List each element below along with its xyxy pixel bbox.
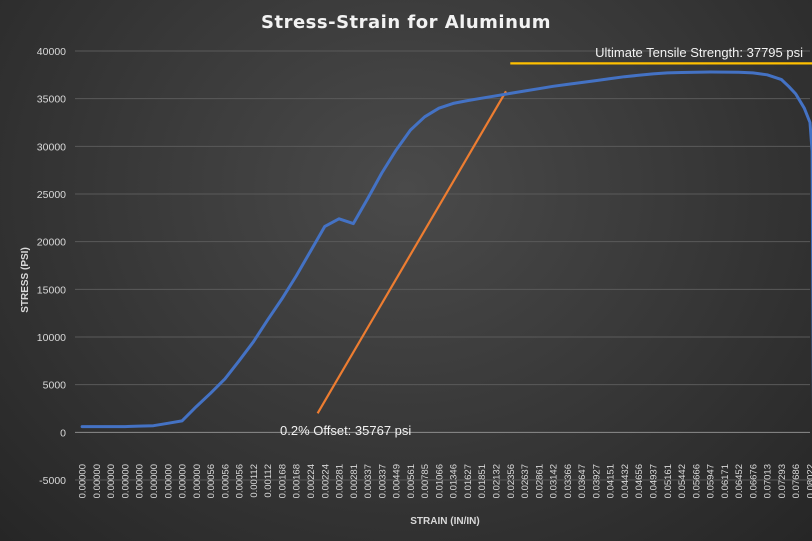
x-tick-label: 0.02356 — [506, 464, 517, 498]
y-tick-label: 30000 — [37, 141, 66, 153]
x-tick-label: 0.00168 — [292, 464, 303, 498]
y-axis-label: STRESS (PSI) — [20, 247, 31, 313]
x-tick-label: 0.03927 — [591, 464, 602, 498]
x-tick-label: 0.00056 — [206, 464, 217, 498]
annotation-lines — [316, 62, 812, 414]
x-tick-label: 0.01066 — [434, 464, 445, 498]
x-axis-ticks: 0.00000 0.00000 0.00000 0.00000 0.00000 0.000… — [78, 464, 812, 498]
x-tick-label: 0.03142 — [549, 464, 560, 498]
x-tick-label: 0.05442 — [677, 464, 688, 498]
x-tick-label: 0.00112 — [249, 464, 260, 498]
x-tick-label: 0.00000 — [106, 464, 117, 498]
x-tick-label: 0.04432 — [620, 464, 631, 498]
x-tick-label: 0.00785 — [420, 464, 431, 498]
x-axis-label: STRAIN (IN/IN) — [410, 516, 479, 527]
x-tick-label: 0.00000 — [135, 464, 146, 498]
x-tick-label: 0.00000 — [192, 464, 203, 498]
x-tick-label: 0.05947 — [706, 464, 717, 498]
x-tick-label: 0.02861 — [534, 464, 545, 498]
x-tick-label: 0.00281 — [349, 464, 360, 498]
x-tick-label: 0.06452 — [734, 464, 745, 498]
x-tick-label: 0.07013 — [763, 464, 774, 498]
x-tick-label: 0.00112 — [263, 464, 274, 498]
x-tick-label: 0.01851 — [477, 464, 488, 498]
x-tick-label: 0.05666 — [691, 464, 702, 498]
x-tick-label: 0.00337 — [363, 464, 374, 498]
offset-annotation: 0.2% Offset: 35767 psi — [280, 423, 411, 438]
y-tick-label: 10000 — [37, 332, 66, 344]
x-tick-label: 0.00168 — [277, 464, 288, 498]
y-tick-label: 25000 — [37, 189, 66, 201]
y-tick-label: 40000 — [37, 46, 66, 58]
x-tick-label: 0.00281 — [335, 464, 346, 498]
x-tick-label: 0.00000 — [92, 464, 103, 498]
x-tick-label: 0.05161 — [663, 464, 674, 498]
y-tick-label: 0 — [60, 427, 66, 439]
x-tick-label: 0.00056 — [235, 464, 246, 498]
x-tick-label: 0.00449 — [392, 464, 403, 498]
y-tick-label: -5000 — [39, 475, 66, 487]
x-tick-label: 0.00000 — [120, 464, 131, 498]
x-tick-label: 0.01346 — [449, 464, 460, 498]
x-tick-label: 0.04937 — [649, 464, 660, 498]
series-group — [80, 70, 812, 429]
x-tick-label: 0.00337 — [377, 464, 388, 498]
x-tick-label: 0.07686 — [791, 464, 802, 498]
x-tick-label: 0.00224 — [306, 464, 317, 498]
x-tick-label: 0.02637 — [520, 464, 531, 498]
x-tick-label: 0.06676 — [748, 464, 759, 498]
x-tick-label: 0.01627 — [463, 464, 474, 498]
x-tick-label: 0.00056 — [220, 464, 231, 498]
chart-title: Stress-Strain for Aluminum — [261, 12, 551, 33]
offset-line — [316, 90, 507, 414]
gridlines — [75, 50, 810, 481]
x-tick-label: 0.00000 — [149, 464, 160, 498]
x-tick-label: 0.00561 — [406, 464, 417, 498]
x-tick-label: 0.04151 — [606, 464, 617, 498]
series-line — [80, 70, 812, 429]
x-tick-label: 0.06171 — [720, 464, 731, 498]
y-tick-label: 5000 — [43, 380, 67, 392]
x-tick-label: 0.08022 — [806, 464, 812, 498]
uts-annotation: Ultimate Tensile Strength: 37795 psi — [595, 45, 803, 60]
x-tick-label: 0.00000 — [78, 464, 89, 498]
x-tick-label: 0.00224 — [320, 464, 331, 498]
x-tick-label: 0.00000 — [178, 464, 189, 498]
annotation-labels: 0.2% Offset: 35767 psi Ultimate Tensile S… — [280, 45, 803, 438]
x-tick-label: 0.00000 — [163, 464, 174, 498]
y-tick-label: 35000 — [37, 94, 66, 106]
x-tick-label: 0.02132 — [492, 464, 503, 498]
x-tick-label: 0.04656 — [634, 464, 645, 498]
x-tick-label: 0.03366 — [563, 464, 574, 498]
y-tick-label: 20000 — [37, 237, 66, 249]
x-tick-label: 0.07293 — [777, 464, 788, 498]
y-axis-ticks: 40000 35000 30000 25000 20000 15000 10000 5000 0… — [37, 46, 66, 487]
x-tick-label: 0.03647 — [577, 464, 588, 498]
y-tick-label: 15000 — [37, 284, 66, 296]
